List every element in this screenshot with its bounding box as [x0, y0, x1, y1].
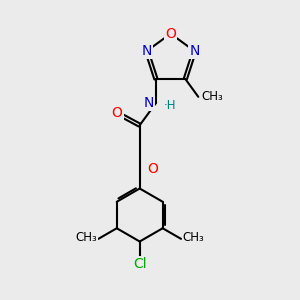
Text: CH₃: CH₃	[182, 231, 204, 244]
Text: O: O	[112, 106, 122, 120]
Text: ·H: ·H	[164, 99, 177, 112]
Text: O: O	[147, 162, 158, 176]
Text: N: N	[143, 96, 154, 110]
Text: O: O	[165, 27, 176, 41]
Text: N: N	[142, 44, 152, 58]
Text: CH₃: CH₃	[75, 231, 97, 244]
Text: N: N	[189, 44, 200, 58]
Text: Cl: Cl	[133, 257, 146, 271]
Text: CH₃: CH₃	[201, 90, 223, 103]
